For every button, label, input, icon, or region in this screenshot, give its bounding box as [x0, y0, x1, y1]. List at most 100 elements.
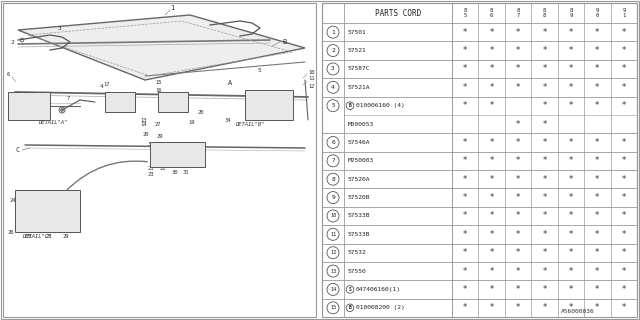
Text: 57533B: 57533B	[348, 213, 371, 219]
Polygon shape	[18, 15, 305, 80]
Text: *: *	[463, 46, 467, 55]
Circle shape	[327, 228, 339, 240]
Text: A56000036: A56000036	[561, 309, 595, 314]
Text: *: *	[621, 46, 626, 55]
Text: B: B	[282, 39, 286, 45]
Text: *: *	[569, 248, 573, 257]
Text: 2: 2	[10, 39, 13, 44]
Text: *: *	[516, 64, 520, 73]
Circle shape	[124, 99, 130, 105]
Circle shape	[177, 99, 183, 105]
Circle shape	[59, 203, 65, 209]
Bar	[8, 92, 50, 120]
Circle shape	[327, 100, 339, 112]
Text: 9: 9	[331, 195, 335, 200]
Text: 11: 11	[330, 232, 336, 237]
Text: *: *	[542, 156, 547, 165]
Text: *: *	[621, 212, 626, 220]
Text: 010006160 (4): 010006160 (4)	[356, 103, 404, 108]
Text: 7: 7	[67, 95, 70, 100]
Text: 57521: 57521	[348, 48, 367, 53]
Text: *: *	[595, 156, 600, 165]
Text: 16: 16	[155, 87, 161, 92]
Text: 8
5: 8 5	[463, 8, 467, 18]
Text: M000053: M000053	[348, 122, 374, 127]
Text: 57521A: 57521A	[348, 85, 371, 90]
Text: 25: 25	[26, 235, 33, 239]
Text: 14: 14	[140, 123, 147, 127]
Text: 1: 1	[331, 30, 335, 35]
Text: *: *	[463, 83, 467, 92]
Text: 57587C: 57587C	[348, 67, 371, 71]
Text: *: *	[542, 101, 547, 110]
Text: *: *	[621, 64, 626, 73]
Text: 9
0: 9 0	[596, 8, 599, 18]
Text: *: *	[542, 267, 547, 276]
Text: *: *	[595, 193, 600, 202]
Text: 23: 23	[148, 172, 154, 178]
Circle shape	[179, 148, 184, 153]
Text: *: *	[516, 303, 520, 312]
Text: 010008200 (2): 010008200 (2)	[356, 305, 404, 310]
Circle shape	[172, 156, 177, 161]
Circle shape	[59, 107, 65, 113]
Text: *: *	[516, 267, 520, 276]
Text: *: *	[542, 64, 547, 73]
Text: *: *	[569, 267, 573, 276]
Text: 047406160(1): 047406160(1)	[356, 287, 401, 292]
Text: 12: 12	[308, 84, 314, 89]
Text: 9: 9	[48, 101, 51, 107]
Text: 20: 20	[198, 109, 205, 115]
Text: *: *	[595, 175, 600, 184]
Text: *: *	[595, 267, 600, 276]
Circle shape	[327, 26, 339, 38]
Text: DETAIL"B": DETAIL"B"	[235, 122, 264, 126]
Bar	[0, 0, 320, 320]
Circle shape	[327, 302, 339, 314]
Text: 4: 4	[331, 85, 335, 90]
Circle shape	[265, 102, 271, 108]
Text: 57532: 57532	[348, 250, 367, 255]
Text: 26: 26	[8, 229, 15, 235]
Text: *: *	[516, 230, 520, 239]
Text: *: *	[621, 285, 626, 294]
Text: M250003: M250003	[348, 158, 374, 163]
Text: *: *	[490, 156, 494, 165]
Text: *: *	[463, 285, 467, 294]
Text: *: *	[542, 46, 547, 55]
Circle shape	[25, 213, 31, 219]
Text: 20: 20	[143, 132, 150, 138]
Text: *: *	[490, 303, 494, 312]
Text: *: *	[569, 303, 573, 312]
Circle shape	[327, 44, 339, 57]
Text: *: *	[542, 285, 547, 294]
Text: *: *	[516, 83, 520, 92]
Text: *: *	[595, 303, 600, 312]
Text: *: *	[516, 248, 520, 257]
Text: 14: 14	[330, 287, 336, 292]
Text: 13: 13	[140, 117, 147, 123]
Text: *: *	[569, 138, 573, 147]
Text: *: *	[463, 248, 467, 257]
Text: *: *	[463, 138, 467, 147]
Text: *: *	[490, 64, 494, 73]
Text: 8: 8	[48, 95, 51, 100]
Text: 33: 33	[160, 141, 166, 147]
Circle shape	[157, 156, 163, 161]
Circle shape	[327, 284, 339, 295]
Text: *: *	[621, 193, 626, 202]
Text: PARTS CORD: PARTS CORD	[375, 9, 421, 18]
Text: *: *	[490, 46, 494, 55]
Text: 21: 21	[148, 166, 154, 172]
Text: 30: 30	[172, 170, 179, 174]
Text: 57501: 57501	[348, 30, 367, 35]
Text: *: *	[595, 230, 600, 239]
Text: *: *	[463, 175, 467, 184]
Circle shape	[162, 99, 168, 105]
Circle shape	[327, 155, 339, 167]
Text: *: *	[516, 212, 520, 220]
Text: 24: 24	[10, 197, 17, 203]
Text: A: A	[228, 80, 232, 86]
Text: *: *	[490, 101, 494, 110]
Text: *: *	[621, 156, 626, 165]
